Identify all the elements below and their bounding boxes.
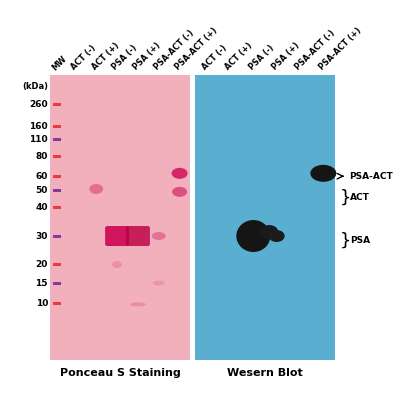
Bar (53, 263, 61, 266)
Text: 30: 30 (36, 232, 48, 240)
Text: PSA (+): PSA (+) (132, 41, 162, 72)
Text: 60: 60 (36, 172, 48, 181)
Text: 40: 40 (35, 203, 48, 212)
Bar (53, 282, 61, 284)
Bar (50, 75, 190, 360)
Text: PSA-ACT: PSA-ACT (349, 172, 393, 181)
Text: PSA-ACT (-): PSA-ACT (-) (294, 29, 337, 72)
Text: 160: 160 (29, 122, 48, 131)
Text: ACT (-): ACT (-) (69, 44, 98, 72)
Bar (195, 75, 335, 360)
Bar (53, 234, 61, 238)
Text: PSA (+): PSA (+) (270, 41, 301, 72)
Text: Ponceau S Staining: Ponceau S Staining (60, 368, 180, 378)
Text: ACT (+): ACT (+) (90, 41, 121, 72)
Text: }: } (340, 231, 351, 249)
Text: ACT (-): ACT (-) (200, 44, 229, 72)
Text: 110: 110 (29, 135, 48, 144)
Ellipse shape (236, 220, 270, 252)
Text: 80: 80 (36, 152, 48, 161)
Text: PSA-ACT (+): PSA-ACT (+) (173, 26, 219, 72)
Ellipse shape (172, 187, 187, 197)
Text: 10: 10 (36, 298, 48, 308)
Bar (53, 302, 61, 304)
Text: 50: 50 (36, 186, 48, 195)
Bar (53, 175, 61, 178)
FancyBboxPatch shape (105, 226, 129, 246)
Bar (53, 138, 61, 141)
Text: 20: 20 (36, 260, 48, 269)
Ellipse shape (260, 225, 278, 239)
Text: PSA (-): PSA (-) (111, 44, 139, 72)
Ellipse shape (112, 261, 122, 268)
Bar (53, 155, 61, 158)
Ellipse shape (89, 184, 103, 194)
Text: PSA (-): PSA (-) (247, 44, 275, 72)
Text: MW: MW (51, 54, 69, 72)
Ellipse shape (130, 302, 146, 306)
Text: PSA: PSA (350, 236, 370, 245)
Text: ACT (+): ACT (+) (224, 41, 254, 72)
Text: 260: 260 (29, 100, 48, 110)
Ellipse shape (153, 280, 165, 286)
Text: 15: 15 (35, 278, 48, 288)
Ellipse shape (152, 232, 166, 240)
Text: PSA-ACT (-): PSA-ACT (-) (152, 29, 196, 72)
Text: PSA-ACT (+): PSA-ACT (+) (317, 26, 363, 72)
Text: }: } (340, 188, 351, 206)
Bar (53, 125, 61, 128)
Ellipse shape (310, 165, 336, 182)
FancyBboxPatch shape (126, 226, 150, 246)
Text: Wesern Blot: Wesern Blot (227, 368, 303, 378)
Bar (53, 104, 61, 106)
Bar (53, 189, 61, 192)
Ellipse shape (269, 230, 285, 242)
Text: ACT: ACT (350, 193, 370, 202)
Ellipse shape (172, 168, 187, 179)
Bar (53, 206, 61, 209)
Text: (kDa): (kDa) (22, 82, 48, 91)
